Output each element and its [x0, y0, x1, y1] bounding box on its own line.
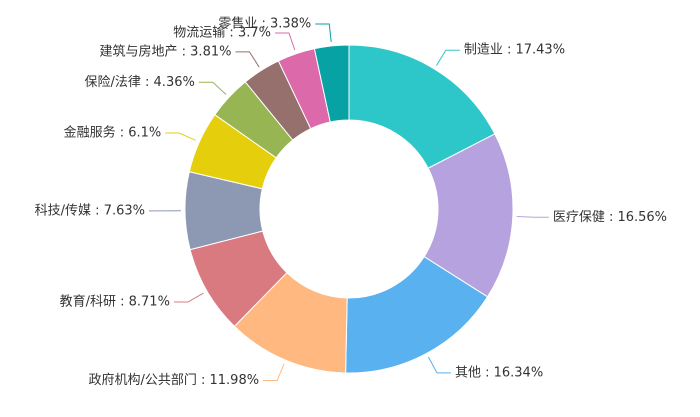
slice-4-label: 政府机构/公共部门 : 11.98% [88, 373, 259, 388]
slice-11-label: 零售业 : 3.38% [218, 16, 311, 32]
slice-1-label: 制造业 : 17.43% [464, 43, 565, 58]
slice-5-leader-line [173, 292, 204, 303]
slice-7-leader-line [165, 132, 196, 141]
donut-slices [184, 44, 514, 374]
slice-9-leader-line [235, 51, 260, 68]
slice-9-label: 建筑与房地产 : 3.81% [100, 43, 232, 59]
slice-8-label: 保险/法律 : 4.36% [85, 75, 195, 90]
slice-4-leader-line [263, 363, 285, 382]
slice-10-leader-line [274, 32, 296, 51]
slice-7-label: 金融服务 : 6.1% [64, 124, 162, 140]
slice-3-label: 其他 : 16.34% [455, 365, 543, 380]
slice-6-label: 科技/传媒 : 7.63% [35, 203, 145, 218]
slice-1-leader-line [436, 49, 460, 66]
slice-10-label: 物流运输 : 3.7% [173, 24, 271, 40]
slice-8-leader-line [198, 81, 227, 95]
slice-3-leader-line [428, 356, 451, 374]
slice-11-leader-line [315, 23, 332, 42]
slice-5-label: 教育/科研 : 8.71% [60, 294, 170, 310]
slice-labels: 制造业 : 17.43% 医疗保健 : 16.56% 其他 : 16.34% 政府机构… [35, 16, 667, 388]
slice-11-arc[interactable] [313, 44, 350, 123]
slice-2-leader-line [516, 215, 549, 218]
label-leader-lines [149, 23, 549, 382]
slice-2-label: 医疗保健 : 16.56% [553, 210, 667, 225]
